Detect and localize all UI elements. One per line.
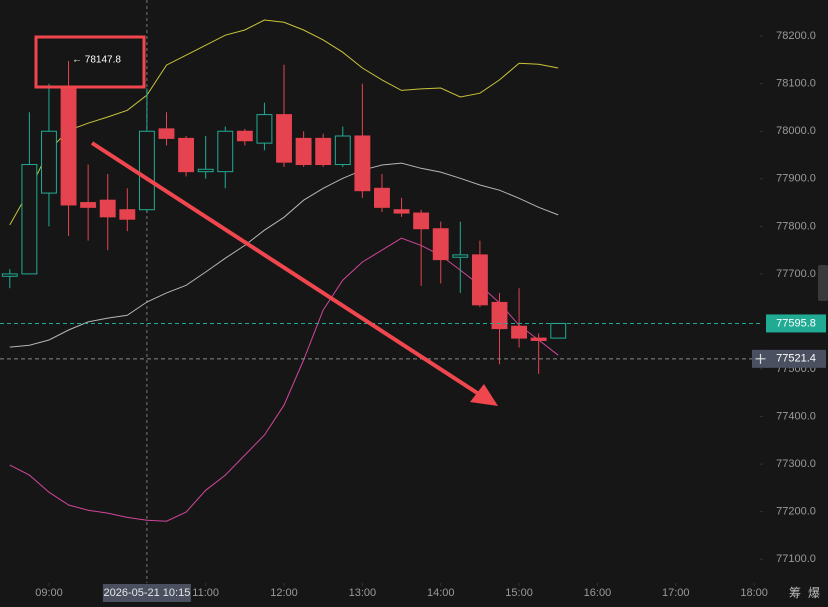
corner-icon[interactable]: 爆 bbox=[808, 586, 820, 600]
y-tick-label: 78200.0 bbox=[776, 30, 816, 42]
candle-body bbox=[1, 273, 18, 277]
y-tick-label: 78100.0 bbox=[776, 78, 816, 90]
band-line bbox=[9, 19, 559, 226]
price-tag-label: 77521.4 bbox=[776, 353, 816, 365]
candle-body bbox=[21, 164, 38, 275]
candle-body bbox=[452, 254, 469, 258]
candle-body bbox=[80, 202, 97, 208]
x-tick-label: 13:00 bbox=[349, 587, 377, 599]
candle-body bbox=[197, 168, 214, 173]
x-tick-label: 16:00 bbox=[584, 587, 612, 599]
x-tick-label: 17:00 bbox=[662, 587, 690, 599]
candle-body bbox=[550, 322, 567, 339]
candle-body bbox=[158, 128, 175, 139]
candle-body bbox=[491, 301, 508, 330]
candle-body bbox=[374, 187, 390, 208]
x-tick-label: 12:00 bbox=[270, 587, 298, 599]
corner-icon[interactable]: 筹 bbox=[789, 586, 801, 600]
trend-arrow-head bbox=[470, 384, 498, 406]
candle-body bbox=[393, 209, 410, 214]
candle-body bbox=[432, 228, 449, 261]
candle-body bbox=[471, 254, 488, 306]
y-tick-label: 77900.0 bbox=[776, 173, 816, 185]
candle-body bbox=[276, 114, 292, 163]
max-label: ← 78147.8 bbox=[72, 55, 121, 66]
scroll-handle[interactable] bbox=[818, 265, 828, 301]
candle-body bbox=[217, 130, 234, 173]
candle-body bbox=[354, 135, 371, 192]
candle-body bbox=[256, 114, 273, 144]
candle-body bbox=[530, 337, 547, 341]
trend-arrow bbox=[90, 141, 487, 400]
candle-body bbox=[511, 325, 528, 339]
candle-body bbox=[99, 199, 116, 218]
candle-body bbox=[41, 130, 57, 194]
y-tick-label: 77100.0 bbox=[776, 553, 816, 565]
highlight-box bbox=[34, 35, 146, 89]
price-tag-label: 77595.8 bbox=[776, 317, 816, 329]
candle-body bbox=[315, 137, 332, 166]
band-line bbox=[9, 162, 559, 348]
plus-icon bbox=[755, 353, 766, 364]
x-tick-label: 14:00 bbox=[427, 587, 455, 599]
candle-body bbox=[413, 212, 430, 230]
y-tick-label: 77400.0 bbox=[776, 410, 816, 422]
x-tick-label: 18:00 bbox=[740, 587, 768, 599]
x-tick-label: 11:00 bbox=[192, 587, 219, 599]
y-tick-label: 77300.0 bbox=[776, 458, 816, 470]
candle-body bbox=[178, 137, 195, 173]
x-tick-label: 15:00 bbox=[505, 587, 533, 599]
candle-body bbox=[236, 130, 253, 142]
band-line bbox=[9, 237, 559, 522]
y-tick-label: 77200.0 bbox=[776, 506, 816, 518]
y-tick-label: 78000.0 bbox=[776, 125, 816, 137]
x-tick-label: 09:00 bbox=[35, 587, 63, 599]
candle-body bbox=[334, 135, 351, 166]
crosshair-time-tag bbox=[102, 584, 191, 602]
candle-body bbox=[295, 137, 312, 166]
candle-body bbox=[60, 87, 77, 206]
price-tag bbox=[766, 314, 826, 333]
crosshair-time-label: 2026-05-21 10:15 bbox=[103, 587, 190, 599]
price-tag bbox=[766, 349, 826, 368]
candle-body bbox=[119, 209, 136, 220]
candle-body bbox=[138, 130, 155, 211]
y-tick-label: 77700.0 bbox=[776, 268, 816, 280]
y-tick-label: 77800.0 bbox=[776, 220, 816, 232]
